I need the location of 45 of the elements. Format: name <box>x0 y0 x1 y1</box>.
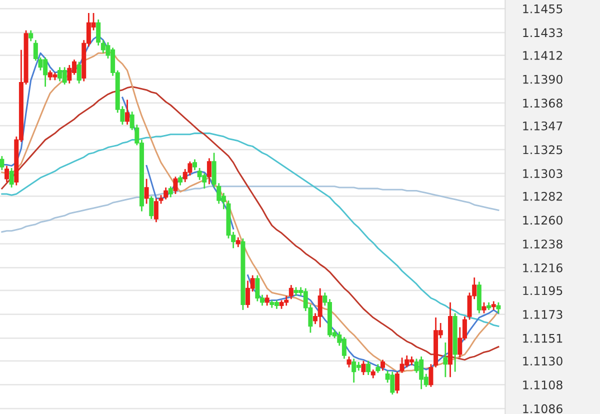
y-tick-label: 1.1412 <box>523 50 562 60</box>
candlestick <box>28 30 34 42</box>
candlestick <box>496 302 501 314</box>
candlestick <box>264 294 270 306</box>
candlestick <box>0 155 4 171</box>
y-tick-label: 1.1216 <box>523 263 562 272</box>
candlestick <box>144 178 149 204</box>
y-tick-label: 1.1238 <box>523 240 562 248</box>
candlestick <box>206 158 212 185</box>
candlestick <box>178 174 183 186</box>
candlestick <box>96 18 101 46</box>
y-tick-label: 1.1086 <box>523 404 562 414</box>
y-tick-label: 1.1303 <box>523 169 562 178</box>
y-tick-label: 1.1282 <box>523 192 562 201</box>
candlestick <box>173 176 178 195</box>
candlestick <box>149 195 154 220</box>
candlestick <box>154 198 158 223</box>
y-tick-label: 1.1325 <box>523 145 562 154</box>
y-tick-label: 1.1347 <box>523 121 562 130</box>
candlestick <box>443 342 448 378</box>
candlestick <box>380 359 386 372</box>
y-tick-label: 1.1130 <box>523 356 562 366</box>
candlestick <box>236 236 240 248</box>
y-tick-label: 1.1433 <box>523 28 562 38</box>
y-tick-label: 1.1368 <box>523 98 562 108</box>
y-tick-label: 1.1390 <box>523 74 562 84</box>
candlestick <box>76 61 82 84</box>
y-tick-label: 1.1173 <box>523 310 562 319</box>
candlestick <box>192 158 198 171</box>
y-tick-label: 1.1195 <box>523 286 562 296</box>
candlestick <box>288 284 294 300</box>
candlestick <box>366 360 371 376</box>
candlestick <box>168 186 173 198</box>
candlestick <box>482 302 486 314</box>
candlestick <box>125 99 130 126</box>
candlestick <box>428 363 434 388</box>
y-tick-label: 1.1108 <box>523 380 562 390</box>
candlestick <box>4 165 9 183</box>
candlestick <box>394 371 400 394</box>
candlestick <box>9 167 14 188</box>
candlestick <box>361 360 366 376</box>
y-tick-label: 1.1455 <box>523 4 562 14</box>
candlestick <box>346 356 352 368</box>
y-tick-label: 1.1260 <box>523 216 562 225</box>
y-tick-label: 1.1151 <box>523 334 562 343</box>
